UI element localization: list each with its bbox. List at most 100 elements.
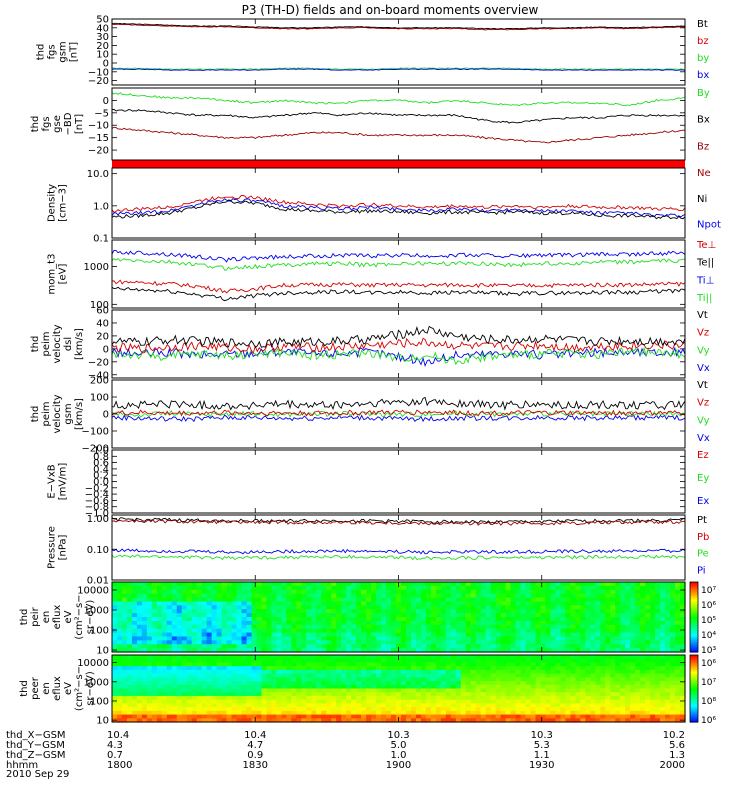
spectrogram-cell [655, 640, 661, 645]
spectrogram-cell [650, 640, 656, 645]
y-axis-label: E−VxB [47, 464, 58, 498]
spectrogram-cell [670, 699, 676, 704]
spectrogram-cell [256, 636, 263, 641]
spectrogram-cell [575, 613, 581, 618]
spectrogram-cell [655, 718, 661, 723]
spectrogram-cell [291, 714, 297, 719]
spectrogram-cell [400, 662, 407, 667]
spectrogram-cell [515, 593, 522, 599]
spectrogram-cell [211, 644, 218, 649]
spectrogram-cell [670, 692, 676, 697]
spectrogram-cell [415, 613, 422, 618]
spectrogram-cell [480, 632, 487, 638]
spectrogram-cell [570, 692, 576, 697]
spectrogram-cell [615, 605, 621, 610]
spectrogram-cell [475, 677, 482, 682]
spectrogram-cell [116, 609, 123, 614]
spectrogram-cell [351, 695, 357, 701]
spectrogram-cell [331, 640, 337, 645]
spectrogram-cell [645, 681, 651, 686]
colorbar-cell [690, 617, 698, 620]
spectrogram-cell [450, 648, 457, 653]
spectrogram-cell [166, 714, 173, 719]
spectrogram-cell [510, 640, 517, 645]
spectrogram-cell [201, 601, 208, 606]
spectrogram-cell [535, 648, 542, 653]
spectrogram-cell [470, 699, 477, 704]
spectrogram-cell [640, 620, 646, 626]
spectrogram-cell [146, 628, 153, 634]
spectrogram-cell [341, 710, 347, 716]
spectrogram-cell [680, 613, 686, 618]
spectrogram-cell [241, 688, 248, 693]
spectrogram-cell [191, 613, 198, 618]
spectrogram-cell [495, 666, 502, 671]
spectrogram-cell [196, 605, 203, 610]
spectrogram-cell [655, 593, 661, 599]
spectrogram-cell [545, 688, 552, 693]
spectrogram-cell [525, 684, 532, 690]
spectrogram-cell [361, 636, 367, 641]
spectrogram-cell [430, 669, 437, 675]
spectrogram-cell [650, 666, 656, 671]
spectrogram-cell [371, 624, 377, 630]
spectrogram-cell [500, 677, 507, 682]
spectrogram-cell [226, 684, 233, 690]
spectrogram-cell [166, 589, 173, 595]
spectrogram-cell [500, 605, 507, 610]
spectrogram-cell [470, 655, 477, 660]
spectrogram-cell [336, 684, 342, 690]
spectrogram-cell [266, 710, 273, 716]
spectrogram-cell [256, 658, 263, 664]
spectrogram-cell [550, 620, 557, 626]
spectrogram-cell [435, 624, 442, 630]
spectrogram-cell [381, 617, 387, 622]
spectrogram-cell [535, 597, 542, 603]
spectrogram-cell [376, 597, 382, 603]
spectrogram-cell [121, 695, 128, 701]
spectrogram-cell [231, 613, 238, 618]
spectrogram-cell [405, 644, 412, 649]
spectrogram-cell [366, 585, 372, 591]
spectrogram-cell [475, 628, 482, 634]
spectrogram-cell [112, 582, 118, 587]
spectrogram-cell [480, 585, 487, 591]
spectrogram-cell [291, 605, 297, 610]
spectrogram-cell [281, 658, 287, 664]
spectrogram-cell [510, 699, 517, 704]
spectrogram-cell [670, 703, 676, 708]
spectrogram-cell [176, 707, 183, 712]
spectrogram-cell [600, 648, 606, 653]
spectrogram-cell [296, 666, 302, 671]
spectrogram-cell [595, 699, 601, 704]
spectrogram-cell [291, 692, 297, 697]
spectrogram-cell [505, 593, 512, 599]
spectrogram-cell [311, 617, 317, 622]
spectrogram-cell [525, 640, 532, 645]
spectrogram-cell [251, 648, 258, 653]
spectrogram-cell [211, 632, 218, 638]
spectrogram-cell [495, 640, 502, 645]
spectrogram-cell [381, 710, 387, 716]
spectrogram-cell [301, 655, 307, 660]
spectrogram-cell [480, 703, 487, 708]
spectrogram-cell [326, 662, 332, 667]
spectrogram-cell [435, 636, 442, 641]
spectrogram-cell [221, 605, 228, 610]
spectrogram-cell [186, 673, 193, 678]
spectrogram-cell [356, 636, 362, 641]
spectrogram-cell [550, 707, 557, 712]
spectrogram-cell [196, 681, 203, 686]
spectrogram-cell [520, 669, 527, 675]
spectrogram-cell [126, 714, 133, 719]
spectrogram-cell [256, 703, 263, 708]
spectrogram-cell [610, 609, 616, 614]
spectrogram-cell [635, 601, 641, 606]
spectrogram-cell [286, 620, 292, 626]
spectrogram-cell [595, 609, 601, 614]
spectrogram-cell [665, 632, 671, 638]
spectrogram-cell [645, 662, 651, 667]
spectrogram-cell [565, 699, 571, 704]
spectrogram-cell [445, 605, 452, 610]
spectrogram-cell [246, 582, 253, 587]
